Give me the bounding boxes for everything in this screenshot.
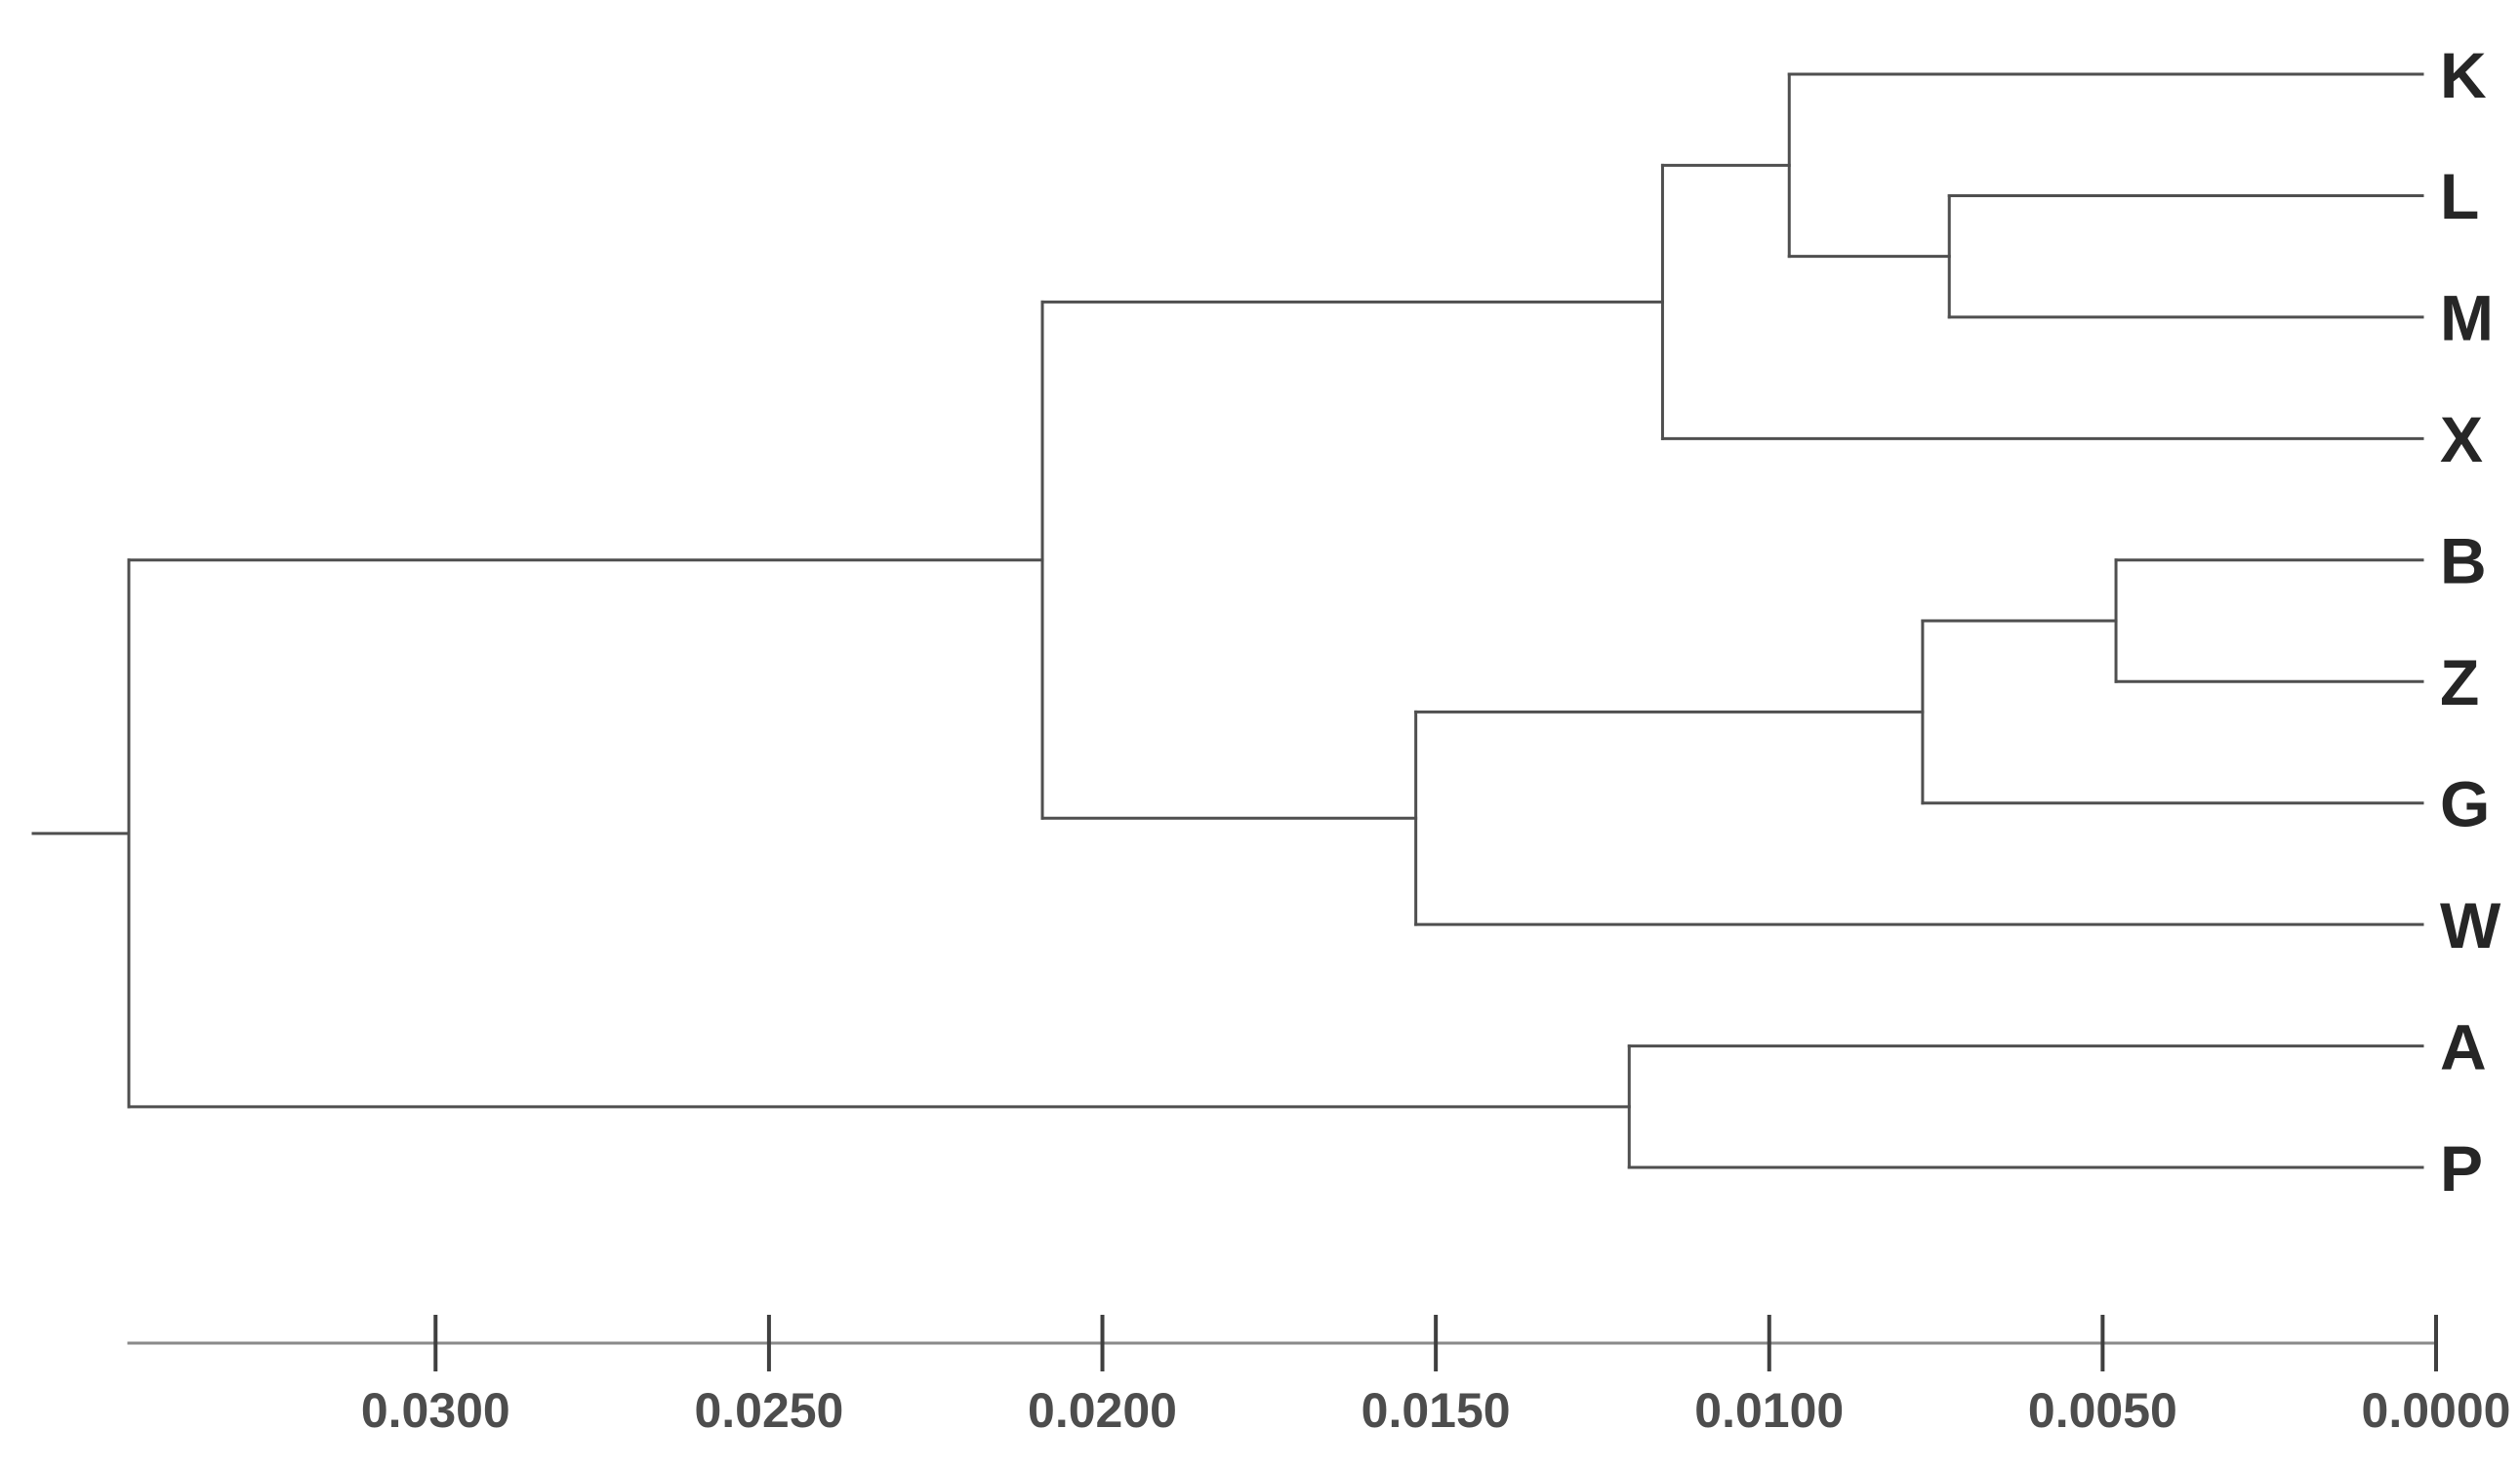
leaf-label-P: P bbox=[2440, 1132, 2483, 1205]
axis-tick-label-0.0300: 0.0300 bbox=[361, 1383, 510, 1438]
axis-tick-label-0.0150: 0.0150 bbox=[1362, 1383, 1511, 1438]
leaf-label-M: M bbox=[2440, 282, 2494, 354]
leaf-label-A: A bbox=[2440, 1010, 2487, 1082]
leaf-label-W: W bbox=[2440, 889, 2501, 961]
axis-tick-label-0.0050: 0.0050 bbox=[2028, 1383, 2177, 1438]
leaf-label-L: L bbox=[2440, 160, 2479, 232]
axis-tick-label-0.0000: 0.0000 bbox=[2362, 1383, 2511, 1438]
axis-tick-label-0.0200: 0.0200 bbox=[1028, 1383, 1177, 1438]
leaf-label-K: K bbox=[2440, 39, 2487, 111]
axis-tick-label-0.0100: 0.0100 bbox=[1694, 1383, 1844, 1438]
leaf-label-X: X bbox=[2440, 403, 2483, 475]
leaf-label-B: B bbox=[2440, 525, 2487, 597]
axis-tick-label-0.0250: 0.0250 bbox=[694, 1383, 843, 1438]
leaf-label-Z: Z bbox=[2440, 646, 2479, 718]
leaf-label-G: G bbox=[2440, 767, 2490, 839]
